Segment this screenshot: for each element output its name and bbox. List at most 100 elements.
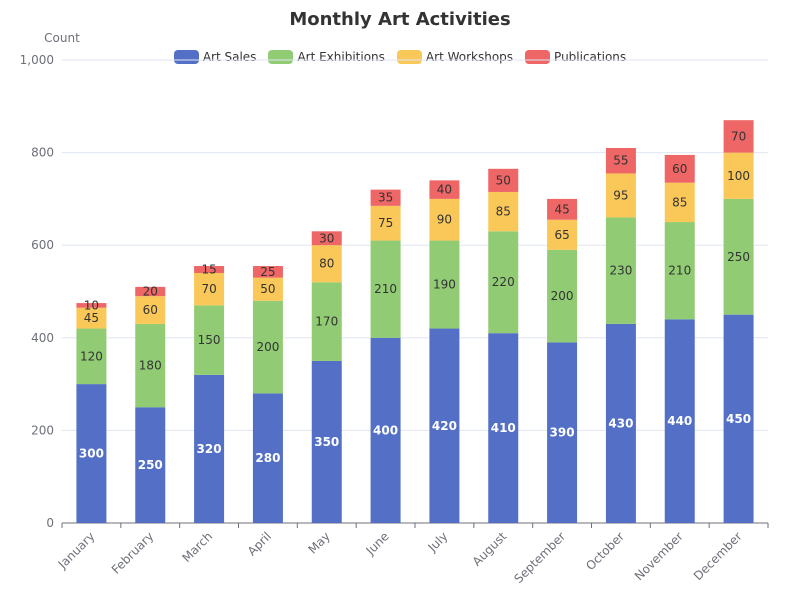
bar-art-sales[interactable] bbox=[76, 384, 107, 523]
bar-art-workshops[interactable] bbox=[664, 182, 695, 223]
data-label: 200 bbox=[551, 289, 574, 303]
bar-publications[interactable] bbox=[194, 266, 225, 273]
bar-art-exhibitions[interactable] bbox=[664, 222, 695, 320]
data-label: 35 bbox=[378, 191, 393, 205]
data-label: 170 bbox=[315, 315, 338, 329]
bar-publications[interactable] bbox=[135, 286, 166, 297]
x-tick-label: March bbox=[179, 529, 215, 565]
y-axis-label: Count bbox=[44, 31, 80, 45]
bar-art-exhibitions[interactable] bbox=[605, 217, 636, 324]
bar-art-exhibitions[interactable] bbox=[252, 300, 283, 394]
bar-art-sales[interactable] bbox=[252, 393, 283, 523]
bar-art-sales[interactable] bbox=[664, 319, 695, 523]
bar-publications[interactable] bbox=[547, 198, 578, 220]
x-tick-label: April bbox=[245, 529, 274, 558]
bar-art-exhibitions[interactable] bbox=[429, 240, 460, 329]
x-tick-label: June bbox=[363, 529, 392, 558]
x-tick-label: May bbox=[305, 529, 332, 556]
x-tick-label: November bbox=[632, 529, 686, 583]
bar-art-workshops[interactable] bbox=[311, 245, 342, 283]
bar-art-exhibitions[interactable] bbox=[723, 198, 754, 315]
data-label: 350 bbox=[314, 435, 339, 449]
bar-art-workshops[interactable] bbox=[252, 277, 283, 301]
data-label: 25 bbox=[260, 265, 275, 279]
bar-publications[interactable] bbox=[370, 189, 401, 206]
data-label: 280 bbox=[255, 451, 280, 465]
bar-art-sales[interactable] bbox=[429, 328, 460, 523]
x-tick-label: February bbox=[109, 529, 157, 577]
data-label: 70 bbox=[731, 129, 746, 143]
bar-art-exhibitions[interactable] bbox=[76, 328, 107, 385]
data-label: 80 bbox=[319, 257, 334, 271]
bar-publications[interactable] bbox=[252, 266, 283, 278]
chart-title: Monthly Art Activities bbox=[289, 9, 511, 30]
x-tick-label: September bbox=[511, 529, 568, 586]
y-tick-label: 0 bbox=[46, 516, 54, 530]
bar-art-workshops[interactable] bbox=[194, 272, 225, 306]
bar-art-exhibitions[interactable] bbox=[547, 249, 578, 343]
bar-art-sales[interactable] bbox=[547, 342, 578, 523]
bar-art-exhibitions[interactable] bbox=[370, 240, 401, 338]
y-tick-label: 1,000 bbox=[20, 53, 54, 67]
bar-art-workshops[interactable] bbox=[547, 219, 578, 250]
bar-art-workshops[interactable] bbox=[723, 152, 754, 199]
bar-publications[interactable] bbox=[311, 231, 342, 246]
data-label: 20 bbox=[143, 285, 158, 299]
bar-publications[interactable] bbox=[605, 147, 636, 174]
bar-art-exhibitions[interactable] bbox=[488, 231, 519, 334]
data-label: 300 bbox=[79, 447, 104, 461]
bar-art-workshops[interactable] bbox=[488, 191, 519, 232]
bar-art-workshops[interactable] bbox=[429, 198, 460, 241]
bar-art-exhibitions[interactable] bbox=[135, 323, 166, 408]
bar-art-exhibitions[interactable] bbox=[194, 305, 225, 375]
bar-art-sales[interactable] bbox=[135, 407, 166, 523]
data-label: 390 bbox=[550, 426, 575, 440]
data-label: 95 bbox=[613, 188, 628, 202]
data-label: 40 bbox=[437, 183, 452, 197]
y-tick-label: 600 bbox=[31, 238, 54, 252]
bar-art-sales[interactable] bbox=[194, 374, 225, 523]
data-label: 75 bbox=[378, 216, 393, 230]
data-label: 250 bbox=[138, 458, 163, 472]
data-label: 250 bbox=[727, 250, 750, 264]
data-label: 430 bbox=[608, 416, 633, 430]
data-label: 210 bbox=[668, 264, 691, 278]
data-label: 230 bbox=[609, 264, 632, 278]
bar-art-workshops[interactable] bbox=[605, 173, 636, 218]
bar-art-sales[interactable] bbox=[370, 337, 401, 523]
x-tick-label: August bbox=[470, 529, 510, 569]
bar-publications[interactable] bbox=[76, 303, 107, 308]
data-label: 85 bbox=[672, 195, 687, 209]
data-label: 85 bbox=[496, 205, 511, 219]
data-label: 190 bbox=[433, 278, 456, 292]
bar-art-sales[interactable] bbox=[311, 360, 342, 523]
bar-publications[interactable] bbox=[664, 154, 695, 183]
bar-publications[interactable] bbox=[429, 180, 460, 199]
bar-art-workshops[interactable] bbox=[135, 296, 166, 324]
data-label: 210 bbox=[374, 282, 397, 296]
x-tick-label: December bbox=[691, 529, 745, 583]
bar-art-sales[interactable] bbox=[488, 333, 519, 523]
bar-publications[interactable] bbox=[723, 120, 754, 153]
data-label: 440 bbox=[667, 414, 692, 428]
data-label: 200 bbox=[256, 340, 279, 354]
data-label: 15 bbox=[201, 263, 216, 277]
data-label: 320 bbox=[197, 442, 222, 456]
data-label: 90 bbox=[437, 213, 452, 227]
y-tick-label: 400 bbox=[31, 331, 54, 345]
bar-publications[interactable] bbox=[488, 168, 519, 192]
data-label: 120 bbox=[80, 349, 103, 363]
data-label: 60 bbox=[143, 303, 158, 317]
bar-art-sales[interactable] bbox=[723, 314, 754, 523]
bar-art-sales[interactable] bbox=[605, 323, 636, 523]
data-label: 410 bbox=[491, 421, 516, 435]
bar-art-workshops[interactable] bbox=[76, 307, 107, 329]
data-label: 50 bbox=[260, 282, 275, 296]
data-label: 450 bbox=[726, 412, 751, 426]
bar-art-workshops[interactable] bbox=[370, 205, 401, 241]
bar-art-exhibitions[interactable] bbox=[311, 282, 342, 361]
data-label: 100 bbox=[727, 169, 750, 183]
data-label: 65 bbox=[554, 228, 569, 242]
x-tick-label: January bbox=[55, 529, 98, 572]
